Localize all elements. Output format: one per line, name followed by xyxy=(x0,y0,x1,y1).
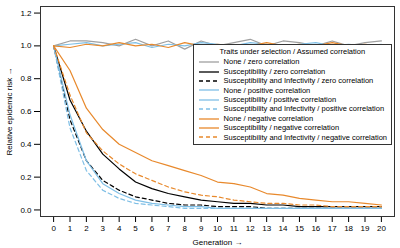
svg-text:17: 17 xyxy=(328,224,337,233)
svg-text:Generation →: Generation → xyxy=(193,238,243,247)
svg-text:2: 2 xyxy=(84,224,89,233)
html-text:Susceptibility and Infectivity: Susceptibility and Infectivity / positiv… xyxy=(223,104,385,114)
svg-text:0.2: 0.2 xyxy=(20,173,32,182)
svg-text:6: 6 xyxy=(150,224,155,233)
svg-text:3: 3 xyxy=(101,224,106,233)
svg-text:Relative epidemic risk →: Relative epidemic risk → xyxy=(5,67,14,155)
svg-text:1.0: 1.0 xyxy=(20,41,32,50)
html-text:None / zero correlation: None / zero correlation xyxy=(223,57,300,67)
svg-text:7: 7 xyxy=(166,224,171,233)
svg-text:0.0: 0.0 xyxy=(20,205,32,214)
html-text:Susceptibility and Infectivity: Susceptibility and Infectivity / zero co… xyxy=(223,76,374,86)
svg-text:20: 20 xyxy=(377,224,386,233)
svg-text:9: 9 xyxy=(199,224,204,233)
svg-text:4: 4 xyxy=(117,224,122,233)
svg-text:19: 19 xyxy=(361,224,370,233)
html-text:Traits under selection / Assum: Traits under selection / Assumed correla… xyxy=(219,47,366,56)
svg-text:8: 8 xyxy=(182,224,187,233)
svg-text:18: 18 xyxy=(344,224,353,233)
svg-text:15: 15 xyxy=(295,224,304,233)
svg-text:1.2: 1.2 xyxy=(20,9,32,18)
svg-text:13: 13 xyxy=(262,224,271,233)
svg-text:0.8: 0.8 xyxy=(20,74,32,83)
svg-text:14: 14 xyxy=(279,224,288,233)
svg-text:10: 10 xyxy=(213,224,222,233)
svg-text:0.6: 0.6 xyxy=(20,107,32,116)
html-text:Susceptibility and Infectivity: Susceptibility and Infectivity / negativ… xyxy=(223,132,387,142)
svg-text:12: 12 xyxy=(246,224,255,233)
svg-text:16: 16 xyxy=(311,224,320,233)
html-text:Susceptibility / zero correlat: Susceptibility / zero correlation xyxy=(223,66,326,76)
svg-text:11: 11 xyxy=(230,224,239,233)
svg-text:0.4: 0.4 xyxy=(20,140,32,149)
html-text:Susceptibility / positive corr: Susceptibility / positive correlation xyxy=(223,95,337,104)
html-text:None / positive correlation: None / positive correlation xyxy=(223,85,311,95)
svg-text:0: 0 xyxy=(51,224,56,233)
svg-text:5: 5 xyxy=(133,224,138,233)
svg-text:1: 1 xyxy=(68,224,73,233)
html-text:None / negative correlation: None / negative correlation xyxy=(223,113,314,123)
html-text:Susceptibility / negative corr: Susceptibility / negative correlation xyxy=(223,123,340,133)
